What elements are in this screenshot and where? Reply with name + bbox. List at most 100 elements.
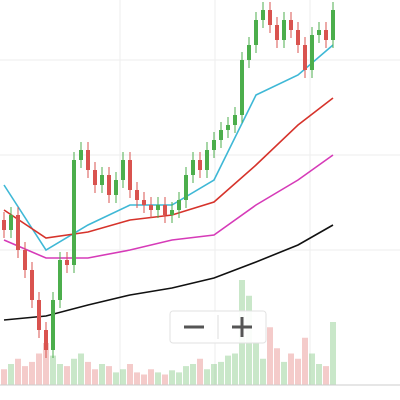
candle-body [282,20,286,40]
volume-bar [148,369,154,385]
volume-bar [302,337,308,385]
candle-body [191,160,195,175]
moving-average-line [3,224,334,321]
moving-average-line [3,154,334,259]
candle-body [331,10,335,40]
candle-body [226,125,230,130]
volume-bar [8,364,14,385]
candle-body [156,205,160,210]
volume-bar [43,343,49,385]
candle-body [275,25,279,40]
volume-bar [120,369,126,385]
candle-body [37,300,41,330]
candle-body [296,30,300,45]
volume-bar [197,358,203,385]
volume-bar [267,327,273,385]
candle-body [254,20,258,45]
volume-bar [253,343,259,385]
zoom-control [169,310,267,344]
volume-bar [85,361,91,385]
volume-bar [169,370,175,385]
candle-body [30,270,34,300]
candle-body [310,35,314,70]
candle-body [289,20,293,30]
volume-bar [316,364,322,385]
candle-body [219,130,223,140]
volume-bar [155,372,161,385]
candle-body [86,150,90,170]
candle-body [93,170,97,185]
candle-body [268,10,272,25]
candle-body [121,160,125,180]
volume-bar [288,353,294,385]
candle-body [114,180,118,195]
candle-body [100,175,104,185]
volume-bar [57,364,63,385]
volume-bar [323,366,329,385]
candle-body [303,45,307,70]
volume-bar [176,372,182,385]
candle-body [261,10,265,20]
volume-bar [29,361,35,385]
moving-average-line [3,44,334,252]
candle-body [142,200,146,205]
volume-bar [78,353,84,385]
volume-bar [260,358,266,385]
volume-bar [295,358,301,385]
volume-bar [1,369,7,385]
candle-body [72,160,76,265]
candle-body [240,60,244,115]
plot [1,2,336,385]
volume-bar [232,353,238,385]
volume-bar [99,364,105,385]
zoom-out-button[interactable] [171,312,217,342]
candle-body [79,150,83,160]
volume-bar [22,366,28,385]
candle-body [51,300,55,350]
candle-body [23,250,27,270]
candle-body [2,220,6,230]
volume-bar [141,374,147,385]
zoom-in-button[interactable] [219,312,265,342]
candle-body [184,175,188,200]
candle-body [205,150,209,170]
candle-body [317,30,321,35]
volume-bar [15,358,21,385]
candle-body [177,200,181,210]
volume-bar [330,322,336,385]
candle-body [135,190,139,200]
volume-bar [218,361,224,385]
volume-bar [190,364,196,385]
volume-bar [71,358,77,385]
candle-body [247,45,251,60]
volume-bar [204,369,210,385]
candle-body [16,215,20,250]
volume-bar [162,374,168,385]
volume-bar [50,355,56,385]
moving-average-line [3,97,334,239]
volume-bar [211,364,217,385]
volume-bar [64,366,70,385]
candle-body [233,115,237,125]
candle-body [44,330,48,350]
candle-body [170,210,174,215]
volume-bar [225,355,231,385]
candle-body [107,175,111,195]
volume-bar [274,348,280,385]
candle-body [149,205,153,210]
candle-body [212,140,216,150]
candle-body [65,260,69,265]
candle-body [198,160,202,170]
candle-body [324,30,328,40]
volume-bar [92,369,98,385]
volume-bar [134,372,140,385]
volume-bar [183,366,189,385]
volume-bar [113,372,119,385]
candle-body [128,160,132,190]
volume-bar [127,364,133,385]
candle-body [163,205,167,215]
candle-body [9,215,13,230]
candle-body [58,260,62,300]
